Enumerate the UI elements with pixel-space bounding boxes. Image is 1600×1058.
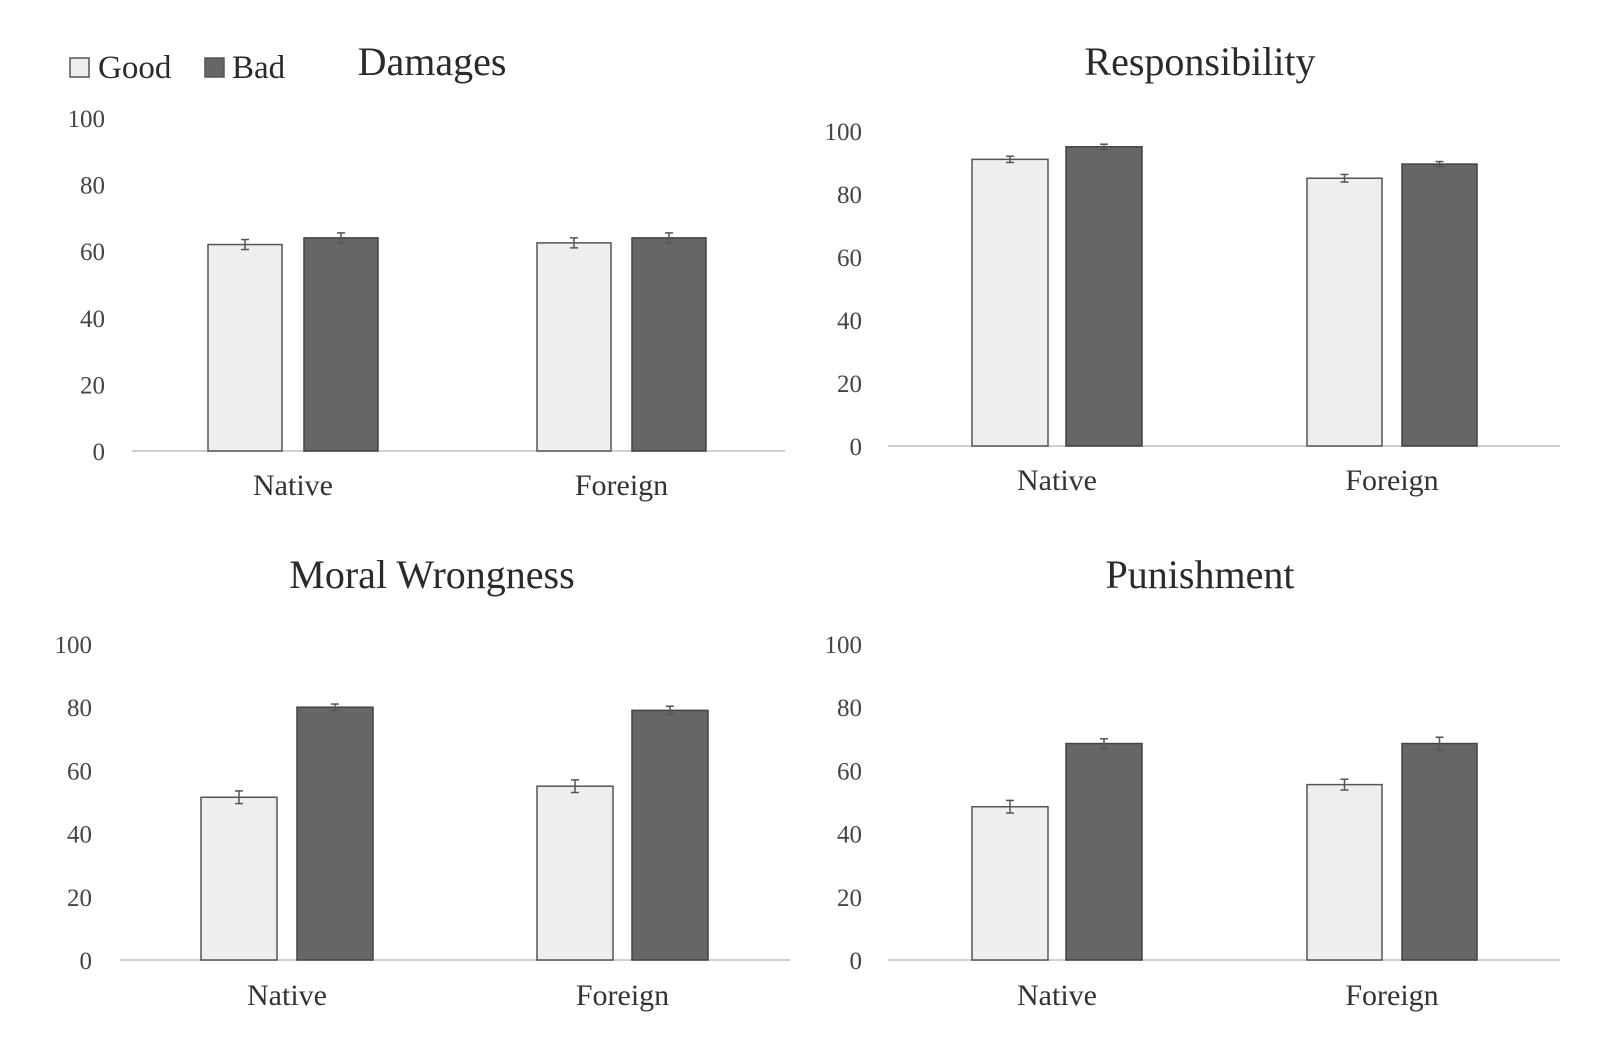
y-tick-label: 100 [825, 119, 863, 146]
chart-title: Moral Wrongness [289, 552, 574, 597]
y-tick-label: 0 [80, 948, 93, 975]
y-tick-label: 80 [837, 695, 862, 722]
y-tick-label: 100 [68, 106, 106, 133]
bar-bad-foreign [1401, 163, 1478, 447]
category-label-native: Native [1017, 464, 1097, 497]
y-tick-label: 0 [93, 439, 106, 466]
bar-good-foreign [536, 785, 614, 961]
bar-bad-foreign [631, 237, 707, 452]
bar-good-native [971, 805, 1049, 961]
y-tick-label: 40 [67, 822, 92, 849]
legend: Good Bad [69, 50, 286, 86]
chart-damages: Damages 0 20 40 60 80 100 Native Foreign [68, 39, 785, 502]
bar-good-foreign [536, 242, 612, 452]
legend-item-bad: Bad [204, 50, 286, 86]
category-label-foreign: Foreign [1345, 464, 1438, 497]
legend-swatch [69, 57, 90, 78]
y-tick-label: 60 [80, 239, 105, 266]
y-tick-label: 100 [55, 632, 93, 659]
bar-bad-native [296, 706, 374, 961]
bar-bad-native [1065, 742, 1143, 961]
chart-title: Damages [358, 39, 507, 84]
legend-label: Bad [232, 50, 286, 86]
y-tick-label: 60 [837, 245, 862, 272]
chart-responsibility: Responsibility 0 20 40 60 80 100 Native Foreign [825, 39, 1560, 497]
category-label-native: Native [1017, 979, 1097, 1012]
y-tick-label: 20 [67, 885, 92, 912]
y-tick-label: 40 [837, 822, 862, 849]
y-tick-label: 80 [837, 182, 862, 209]
y-tick-label: 20 [837, 885, 862, 912]
bar-good-foreign [1306, 177, 1383, 447]
y-tick-label: 0 [850, 434, 863, 461]
y-tick-label: 40 [80, 306, 105, 333]
bar-good-native [971, 158, 1049, 447]
bar-good-native [200, 796, 278, 961]
bar-good-foreign [1306, 783, 1383, 961]
y-tick-label: 20 [837, 371, 862, 398]
chart-punishment: Punishment 0 20 40 60 80 100 Native Foreign [825, 552, 1560, 1012]
legend-item-good: Good [69, 50, 172, 86]
y-tick-label: 80 [67, 695, 92, 722]
legend-label: Good [98, 50, 172, 86]
chart-title: Punishment [1106, 552, 1295, 597]
chart-title: Responsibility [1084, 39, 1315, 84]
chart-moral-wrongness: Moral Wrongness 0 20 40 60 80 100 Native Foreign [55, 552, 790, 1012]
category-label-native: Native [253, 469, 333, 502]
bar-bad-foreign [631, 709, 709, 961]
bar-bad-native [303, 237, 379, 452]
y-tick-label: 20 [80, 372, 105, 399]
bar-bad-foreign [1401, 742, 1478, 961]
legend-swatch [204, 57, 225, 78]
y-tick-label: 80 [80, 173, 105, 200]
y-tick-label: 0 [850, 948, 863, 975]
category-label-foreign: Foreign [576, 979, 669, 1012]
y-tick-label: 100 [825, 632, 863, 659]
y-tick-label: 40 [837, 308, 862, 335]
category-label-foreign: Foreign [1345, 979, 1438, 1012]
category-label-native: Native [247, 979, 327, 1012]
bar-bad-native [1065, 146, 1143, 447]
category-label-foreign: Foreign [575, 469, 668, 502]
y-tick-label: 60 [837, 758, 862, 785]
y-tick-label: 60 [67, 758, 92, 785]
bar-good-native [207, 243, 283, 452]
